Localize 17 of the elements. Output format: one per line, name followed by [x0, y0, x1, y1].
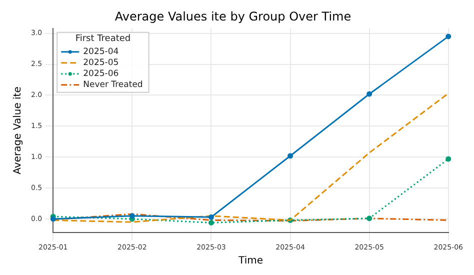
legend-label: Never Treated — [83, 80, 143, 90]
x-axis-title: Time — [238, 256, 263, 267]
point — [446, 156, 452, 162]
point — [129, 213, 135, 219]
legend-label: 2025-05 — [83, 58, 119, 68]
point — [50, 216, 56, 222]
legend-label: 2025-04 — [83, 47, 119, 58]
point — [366, 91, 372, 97]
point — [208, 214, 214, 220]
point — [446, 34, 452, 40]
point — [208, 220, 214, 226]
point — [366, 216, 372, 222]
y-axis-title: Average Value ite — [12, 86, 24, 174]
legend-title: First Treated — [75, 34, 131, 44]
point — [288, 153, 294, 159]
chart-title: Average Values ite by Group Over Time — [114, 9, 352, 24]
legend-label: 2025-06 — [83, 69, 119, 80]
